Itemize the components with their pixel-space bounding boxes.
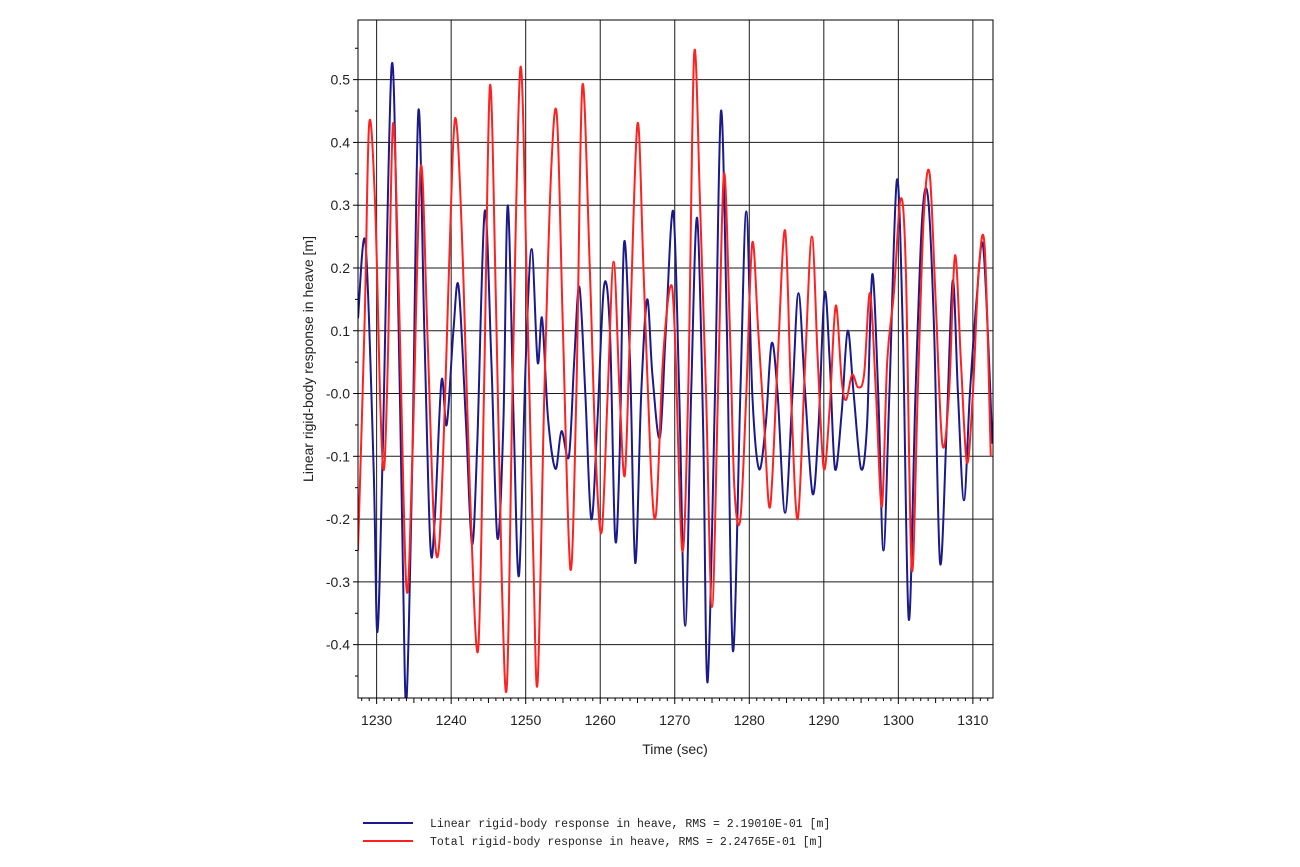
plot-frame — [357, 19, 994, 699]
y-tick-label: -0.2 — [326, 511, 350, 527]
legend-label-linear: Linear rigid-body response in heave, RMS… — [430, 818, 830, 831]
legend: Linear rigid-body response in heave, RMS… — [363, 818, 830, 849]
x-tick-label: 1310 — [957, 712, 988, 728]
y-tick-label: 0.4 — [331, 134, 351, 150]
y-tick-label: 0.2 — [331, 260, 351, 276]
x-tick-label: 1290 — [808, 712, 839, 728]
y-tick-label: -0.3 — [326, 574, 350, 590]
x-tick-label: 1300 — [883, 712, 914, 728]
series-line-total-heave — [358, 48, 992, 693]
x-tick-label: 1270 — [659, 712, 690, 728]
series-lines — [358, 48, 993, 698]
y-tick-label: -0.0 — [326, 386, 350, 402]
legend-label-total: Total rigid-body response in heave, RMS … — [430, 836, 823, 849]
x-tick-label: 1250 — [510, 712, 541, 728]
y-tick-label: 0.5 — [331, 72, 351, 88]
x-tick-label: 1230 — [361, 712, 392, 728]
x-tick-label: 1240 — [436, 712, 467, 728]
y-tick-label: -0.4 — [326, 637, 350, 653]
y-tick-label: 0.3 — [331, 197, 351, 213]
y-axis: 0.5 0.4 0.3 0.2 0.1 -0.0 -0.1 -0.2 -0.3 -0.4 — [326, 47, 358, 677]
x-tick-label: 1260 — [585, 712, 616, 728]
y-tick-label: -0.1 — [326, 448, 350, 464]
y-tick-label: 0.1 — [331, 323, 351, 339]
y-axis-title: Linear rigid-body response in heave [m] — [300, 236, 316, 482]
x-axis: 1230 1240 1250 1260 1270 1280 1290 1300 1310 — [361, 698, 989, 728]
x-axis-title: Time (sec) — [642, 741, 708, 757]
x-tick-label: 1280 — [734, 712, 765, 728]
